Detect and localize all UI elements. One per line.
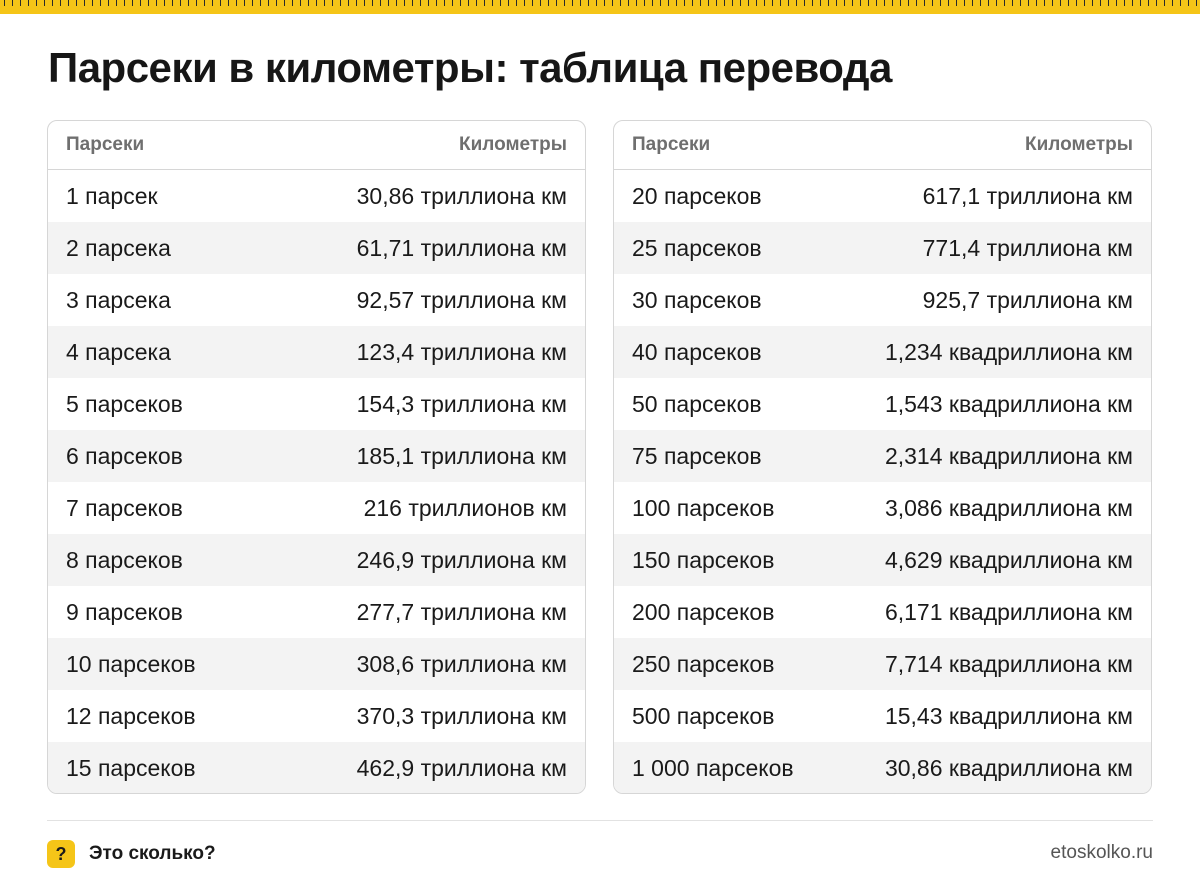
table-row: 75 парсеков 2,314 квадриллиона км [614, 430, 1151, 482]
cell-kilometers: 771,4 триллиона км [922, 234, 1133, 261]
footer-divider [47, 820, 1153, 821]
cell-parsecs: 12 парсеков [66, 702, 196, 729]
cell-parsecs: 9 парсеков [66, 598, 183, 625]
cell-parsecs: 2 парсека [66, 234, 171, 261]
conversion-table-left: Парсеки Километры 1 парсек 30,86 триллион… [47, 120, 586, 794]
cell-parsecs: 3 парсека [66, 286, 171, 313]
cell-kilometers: 370,3 триллиона км [356, 702, 567, 729]
cell-kilometers: 61,71 триллиона км [356, 234, 567, 261]
header-parsecs: Парсеки [632, 134, 711, 155]
cell-kilometers: 123,4 триллиона км [356, 338, 567, 365]
cell-parsecs: 1 парсек [66, 182, 158, 209]
cell-kilometers: 1,234 квадриллиона км [884, 338, 1133, 365]
table-row: 12 парсеков 370,3 триллиона км [48, 690, 585, 742]
cell-kilometers: 617,1 триллиона км [922, 182, 1133, 209]
ruler-strip-icon [0, 0, 1200, 14]
cell-kilometers: 246,9 триллиона км [356, 546, 567, 573]
table-row: 4 парсека 123,4 триллиона км [48, 326, 585, 378]
cell-parsecs: 200 парсеков [632, 598, 775, 625]
cell-kilometers: 7,714 квадриллиона км [884, 650, 1133, 677]
cell-kilometers: 154,3 триллиона км [356, 390, 567, 417]
table-body: 1 парсек 30,86 триллиона км 2 парсека 61,71… [48, 170, 585, 793]
table-row: 25 парсеков 771,4 триллиона км [614, 222, 1151, 274]
cell-parsecs: 25 парсеков [632, 234, 762, 261]
cell-parsecs: 50 парсеков [632, 390, 762, 417]
table-row: 20 парсеков 617,1 триллиона км [614, 170, 1151, 222]
header-kilometers: Километры [1025, 134, 1133, 155]
table-header: Парсеки Километры [48, 121, 585, 170]
table-row: 1 парсек 30,86 триллиона км [48, 170, 585, 222]
cell-parsecs: 4 парсека [66, 338, 171, 365]
cell-parsecs: 250 парсеков [632, 650, 775, 677]
table-row: 150 парсеков 4,629 квадриллиона км [614, 534, 1151, 586]
cell-parsecs: 7 парсеков [66, 494, 183, 521]
table-row: 15 парсеков 462,9 триллиона км [48, 742, 585, 793]
cell-parsecs: 30 парсеков [632, 286, 762, 313]
table-row: 40 парсеков 1,234 квадриллиона км [614, 326, 1151, 378]
table-row: 200 парсеков 6,171 квадриллиона км [614, 586, 1151, 638]
table-row: 9 парсеков 277,7 триллиона км [48, 586, 585, 638]
cell-kilometers: 1,543 квадриллиона км [884, 390, 1133, 417]
conversion-table-right: Парсеки Километры 20 парсеков 617,1 трилл… [613, 120, 1152, 794]
cell-parsecs: 5 парсеков [66, 390, 183, 417]
header-kilometers: Километры [459, 134, 567, 155]
cell-kilometers: 277,7 триллиона км [356, 598, 567, 625]
cell-parsecs: 1 000 парсеков [632, 754, 794, 781]
cell-parsecs: 6 парсеков [66, 442, 183, 469]
table-row: 10 парсеков 308,6 триллиона км [48, 638, 585, 690]
cell-kilometers: 925,7 триллиона км [922, 286, 1133, 313]
table-header: Парсеки Километры [614, 121, 1151, 170]
table-row: 2 парсека 61,71 триллиона км [48, 222, 585, 274]
table-row: 3 парсека 92,57 триллиона км [48, 274, 585, 326]
cell-parsecs: 40 парсеков [632, 338, 762, 365]
cell-kilometers: 185,1 триллиона км [356, 442, 567, 469]
cell-kilometers: 4,629 квадриллиона км [884, 546, 1133, 573]
cell-kilometers: 6,171 квадриллиона км [884, 598, 1133, 625]
cell-parsecs: 20 парсеков [632, 182, 762, 209]
table-row: 250 парсеков 7,714 квадриллиона км [614, 638, 1151, 690]
table-row: 1 000 парсеков 30,86 квадриллиона км [614, 742, 1151, 793]
cell-kilometers: 92,57 триллиона км [356, 286, 567, 313]
cell-kilometers: 462,9 триллиона км [356, 754, 567, 781]
cell-parsecs: 150 парсеков [632, 546, 775, 573]
cell-kilometers: 30,86 триллиона км [356, 182, 567, 209]
table-row: 100 парсеков 3,086 квадриллиона км [614, 482, 1151, 534]
cell-parsecs: 500 парсеков [632, 702, 775, 729]
page-title: Парсеки в километры: таблица перевода [48, 44, 892, 91]
site-link[interactable]: etoskolko.ru [1050, 842, 1153, 863]
cell-parsecs: 8 парсеков [66, 546, 183, 573]
cell-parsecs: 10 парсеков [66, 650, 196, 677]
table-row: 500 парсеков 15,43 квадриллиона км [614, 690, 1151, 742]
brand-name: Это сколько? [89, 843, 216, 864]
table-row: 30 парсеков 925,7 триллиона км [614, 274, 1151, 326]
table-row: 50 парсеков 1,543 квадриллиона км [614, 378, 1151, 430]
table-row: 8 парсеков 246,9 триллиона км [48, 534, 585, 586]
cell-kilometers: 15,43 квадриллиона км [884, 702, 1133, 729]
table-row: 7 парсеков 216 триллионов км [48, 482, 585, 534]
table-row: 5 парсеков 154,3 триллиона км [48, 378, 585, 430]
cell-kilometers: 3,086 квадриллиона км [884, 494, 1133, 521]
cell-parsecs: 75 парсеков [632, 442, 762, 469]
cell-kilometers: 216 триллионов км [363, 494, 567, 521]
table-row: 6 парсеков 185,1 триллиона км [48, 430, 585, 482]
brand[interactable]: ? Это сколько? [47, 840, 216, 868]
cell-kilometers: 308,6 триллиона км [356, 650, 567, 677]
cell-kilometers: 30,86 квадриллиона км [884, 754, 1133, 781]
cell-parsecs: 100 парсеков [632, 494, 775, 521]
table-body: 20 парсеков 617,1 триллиона км 25 парсеков… [614, 170, 1151, 793]
cell-kilometers: 2,314 квадриллиона км [884, 442, 1133, 469]
header-parsecs: Парсеки [66, 134, 145, 155]
question-badge-icon: ? [47, 840, 75, 868]
cell-parsecs: 15 парсеков [66, 754, 196, 781]
